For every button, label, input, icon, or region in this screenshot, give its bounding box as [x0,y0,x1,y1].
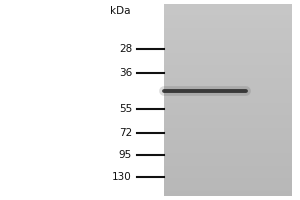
Text: 72: 72 [119,128,132,138]
Text: kDa: kDa [110,6,130,16]
Text: 130: 130 [112,172,132,182]
Text: 28: 28 [119,44,132,54]
Text: 36: 36 [119,68,132,78]
Text: 55: 55 [119,104,132,114]
Text: 95: 95 [119,150,132,160]
